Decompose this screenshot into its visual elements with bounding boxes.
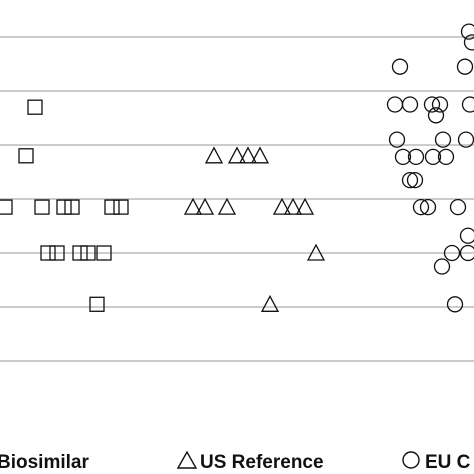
eu-circle-mark xyxy=(460,23,474,40)
us-reference-triangle-mark xyxy=(238,146,258,164)
eu-circle-mark xyxy=(407,148,425,166)
biosimilar-square-mark xyxy=(34,199,50,215)
legend-label-us-reference: US Reference xyxy=(200,452,324,473)
eu-circle-mark xyxy=(431,96,449,113)
eu-circle-mark xyxy=(424,148,442,166)
legend-triangle-icon xyxy=(176,450,198,469)
eu-circle-mark xyxy=(412,198,430,216)
eu-circle-mark xyxy=(401,171,419,189)
eu-circle-mark xyxy=(401,96,419,113)
eu-circle-mark xyxy=(391,58,409,75)
biosimilar-square-mark xyxy=(104,199,120,215)
eu-circle-mark xyxy=(427,107,445,124)
biosimilar-square-mark xyxy=(40,245,56,261)
biosimilar-square-mark xyxy=(80,245,96,261)
eu-circle-mark xyxy=(456,58,474,75)
eu-circle-mark xyxy=(459,244,474,262)
eu-circle-mark xyxy=(437,148,455,166)
eu-circle-mark xyxy=(463,34,474,51)
eu-circle-mark xyxy=(449,198,467,216)
data-marks xyxy=(0,23,474,313)
us-reference-triangle-mark xyxy=(217,197,237,215)
eu-circle-mark xyxy=(388,131,406,148)
eu-circle-mark xyxy=(406,171,424,189)
us-reference-triangle-mark xyxy=(283,197,303,215)
eu-circle-mark xyxy=(434,131,452,148)
us-reference-triangle-mark xyxy=(195,197,215,215)
eu-circle-mark xyxy=(459,227,474,244)
biosimilar-square-mark xyxy=(113,199,129,215)
biosimilar-square-mark xyxy=(0,199,13,215)
us-reference-triangle-mark xyxy=(306,243,326,261)
biosimilar-square-mark xyxy=(64,199,80,215)
legend-circle-icon xyxy=(402,451,420,469)
us-reference-triangle-mark xyxy=(183,197,203,215)
biosimilar-square-mark xyxy=(72,245,88,261)
biosimilar-square-mark xyxy=(96,245,112,261)
eu-circle-mark xyxy=(423,96,441,113)
eu-circle-mark xyxy=(443,244,461,262)
eu-circle-mark xyxy=(386,96,404,113)
grid-lines xyxy=(0,36,474,362)
us-reference-triangle-mark xyxy=(295,197,315,215)
us-reference-triangle-mark xyxy=(204,146,224,164)
eu-circle-mark xyxy=(461,96,474,113)
us-reference-triangle-mark xyxy=(250,146,270,164)
us-reference-triangle-mark xyxy=(272,197,292,215)
eu-circle-mark xyxy=(419,198,437,216)
us-reference-triangle-mark xyxy=(260,294,280,312)
biosimilar-square-mark xyxy=(27,99,43,115)
biosimilar-square-mark xyxy=(56,199,72,215)
eu-circle-mark xyxy=(433,258,451,275)
legend-label-eu: EU C xyxy=(425,452,471,473)
biosimilar-square-mark xyxy=(49,245,65,261)
eu-circle-mark xyxy=(394,148,412,166)
legend-label-biosimilar: Biosimilar xyxy=(0,452,89,473)
eu-circle-mark xyxy=(446,296,464,313)
biosimilar-square-mark xyxy=(18,148,34,164)
us-reference-triangle-mark xyxy=(227,146,247,164)
biosimilar-square-mark xyxy=(89,296,105,312)
legend: Biosimilar US Reference EU C xyxy=(0,450,471,473)
